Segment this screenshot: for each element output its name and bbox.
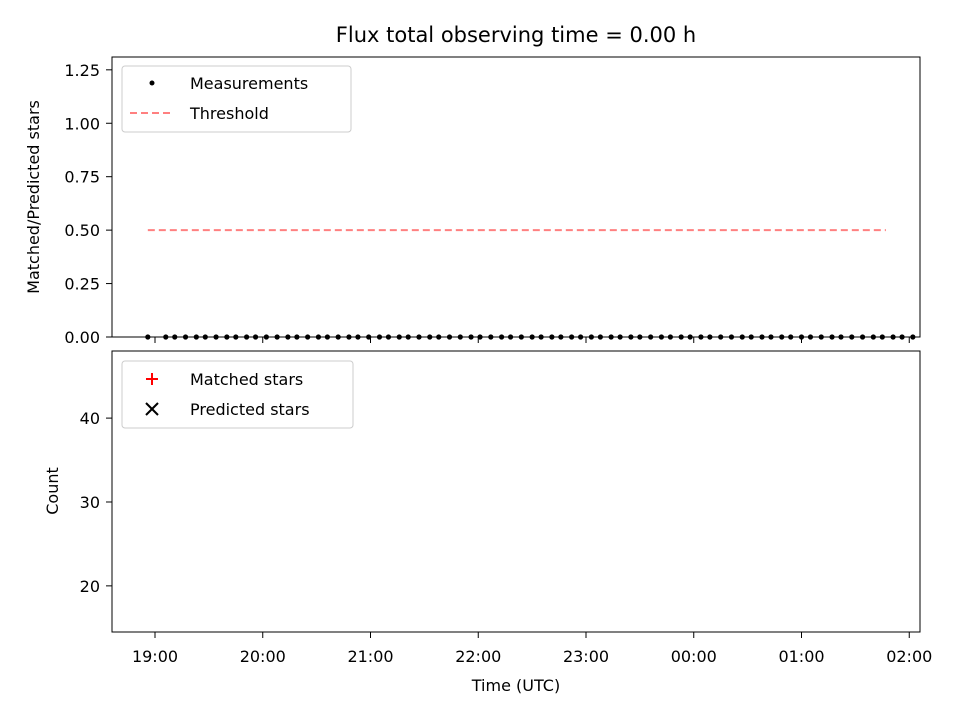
x-tick-label: 02:00 [886, 647, 932, 666]
legend-predicted-label: Predicted stars [190, 400, 310, 419]
top-plot-frame [111, 56, 921, 338]
top-x-ticks [154, 337, 910, 343]
top-panel: Flux total observing time = 0.00 h 0.000… [24, 23, 921, 347]
legend-measurements-marker [149, 80, 155, 86]
bottom-legend-box [121, 360, 354, 429]
x-axis-label: Time (UTC) [471, 676, 560, 695]
top-y-tick-label: 1.25 [64, 61, 100, 80]
top-y-tick-label: 0.50 [64, 221, 100, 240]
x-tick-label: 01:00 [778, 647, 824, 666]
x-tick-label: 20:00 [240, 647, 286, 666]
legend-measurements-label: Measurements [190, 74, 308, 93]
top-y-tick-label: 0.25 [64, 275, 100, 294]
top-y-ticks: 0.00 0.25 0.50 0.75 1.00 1.25 [64, 61, 112, 347]
top-y-tick-label: 0.00 [64, 328, 100, 347]
x-tick-label: 23:00 [563, 647, 609, 666]
top-y-axis-label: Matched/Predicted stars [24, 100, 43, 294]
legend-predicted-marker [145, 402, 159, 416]
bottom-x-ticks: 19:00 20:00 21:00 22:00 23:00 00:00 01:00 02:00 [132, 632, 932, 666]
top-y-tick-label: 0.75 [64, 168, 100, 187]
legend-threshold-label: Threshold [189, 104, 269, 123]
x-tick-label: 21:00 [347, 647, 393, 666]
bottom-legend: Matched stars Predicted stars [121, 360, 354, 429]
x-tick-label: 22:00 [455, 647, 501, 666]
legend-matched-label: Matched stars [190, 370, 303, 389]
bottom-panel: 20 30 40 19:00 20:00 21:00 22:00 23:00 00:00 01:… [43, 350, 932, 695]
bottom-y-ticks: 20 30 40 [80, 409, 112, 596]
chart-title: Flux total observing time = 0.00 h [336, 23, 696, 47]
bottom-y-tick-label: 20 [80, 577, 100, 596]
bottom-y-tick-label: 40 [80, 409, 100, 428]
x-tick-label: 00:00 [671, 647, 717, 666]
bottom-y-tick-label: 30 [80, 493, 100, 512]
bottom-y-axis-label: Count [43, 467, 62, 515]
x-tick-label: 19:00 [132, 647, 178, 666]
bottom-plot-frame [111, 350, 921, 633]
legend-matched-marker [146, 373, 158, 385]
top-legend: Measurements Threshold [121, 65, 352, 133]
top-y-tick-label: 1.00 [64, 114, 100, 133]
top-legend-box [121, 65, 352, 133]
